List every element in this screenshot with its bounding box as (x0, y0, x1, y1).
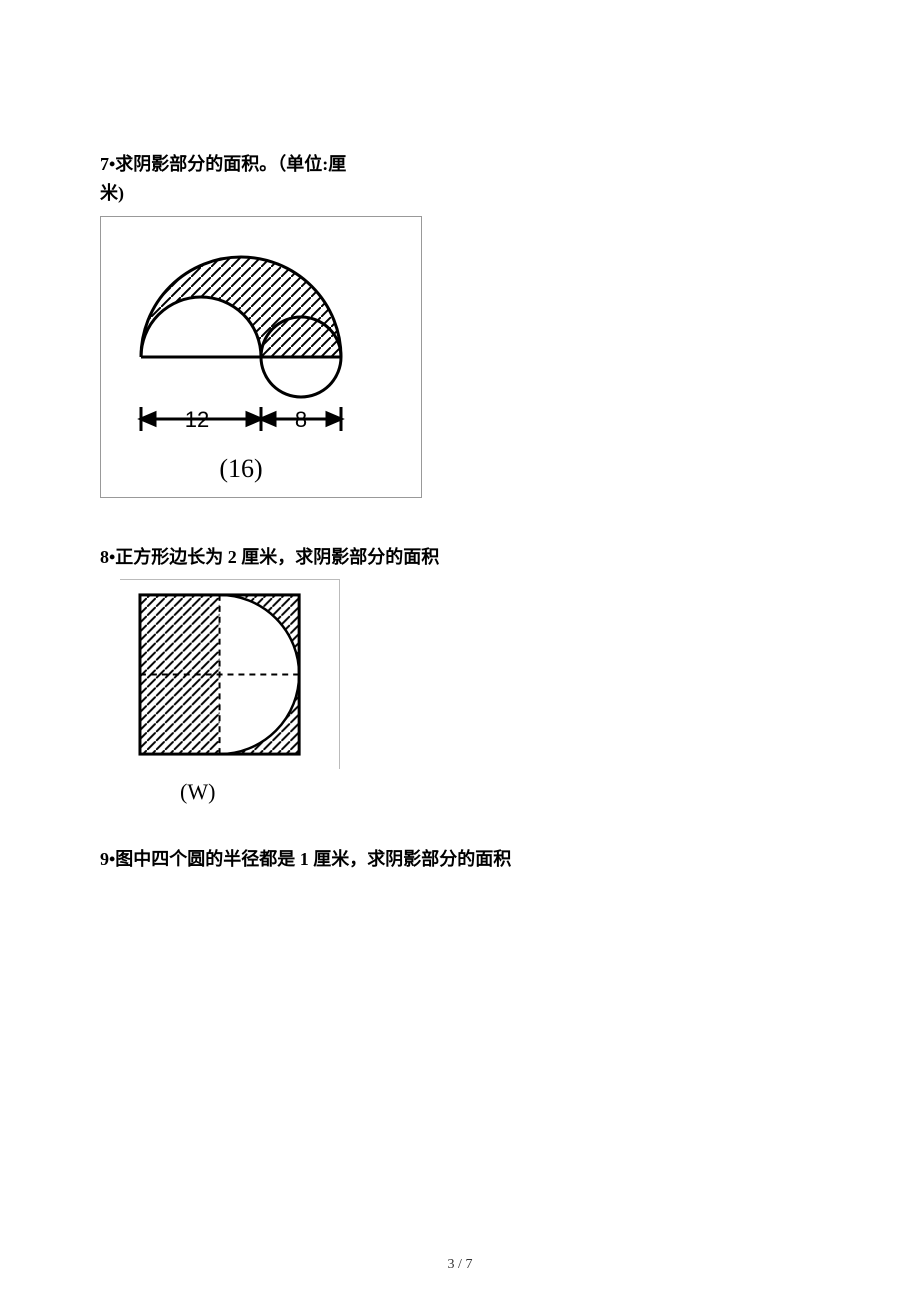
problem-8-figure: (W) (120, 579, 820, 805)
problem-8-number: 8 (100, 547, 109, 567)
page-current: 3 (448, 1257, 455, 1272)
page-number: 3 / 7 (0, 1257, 920, 1273)
problem-7-line1: •求阴影部分的面积。（单位:厘 (109, 154, 346, 174)
problem-7-line2: 米) (100, 183, 124, 203)
figure-8-label: (W) (180, 779, 820, 805)
problem-7-number: 7 (100, 154, 109, 174)
problem-8-svg (120, 579, 340, 769)
problem-7-text: 7•求阴影部分的面积。（单位:厘 米) (100, 150, 820, 208)
dim-8: 8 (295, 407, 307, 432)
page-sep: / (455, 1257, 466, 1272)
problem-9-text: 9•图中四个圆的半径都是 1 厘米，求阴影部分的面积 (100, 845, 820, 874)
problem-8-text: 8•正方形边长为 2 厘米，求阴影部分的面积 (100, 543, 820, 572)
problem-9-number: 9 (100, 849, 109, 869)
problem-7: 7•求阴影部分的面积。（单位:厘 米) (100, 150, 820, 503)
page-total: 7 (465, 1257, 472, 1272)
problem-8: 8•正方形边长为 2 厘米，求阴影部分的面积 (100, 543, 820, 806)
figure-7-label: (16) (219, 454, 262, 483)
problem-9: 9•图中四个圆的半径都是 1 厘米，求阴影部分的面积 (100, 845, 820, 874)
problem-7-svg: 12 8 (16) (101, 217, 421, 497)
problem-9-textcontent: •图中四个圆的半径都是 1 厘米，求阴影部分的面积 (109, 849, 511, 869)
dim-12: 12 (185, 407, 209, 432)
problem-8-textcontent: •正方形边长为 2 厘米，求阴影部分的面积 (109, 547, 439, 567)
problem-7-figure: 12 8 (16) (100, 216, 422, 498)
